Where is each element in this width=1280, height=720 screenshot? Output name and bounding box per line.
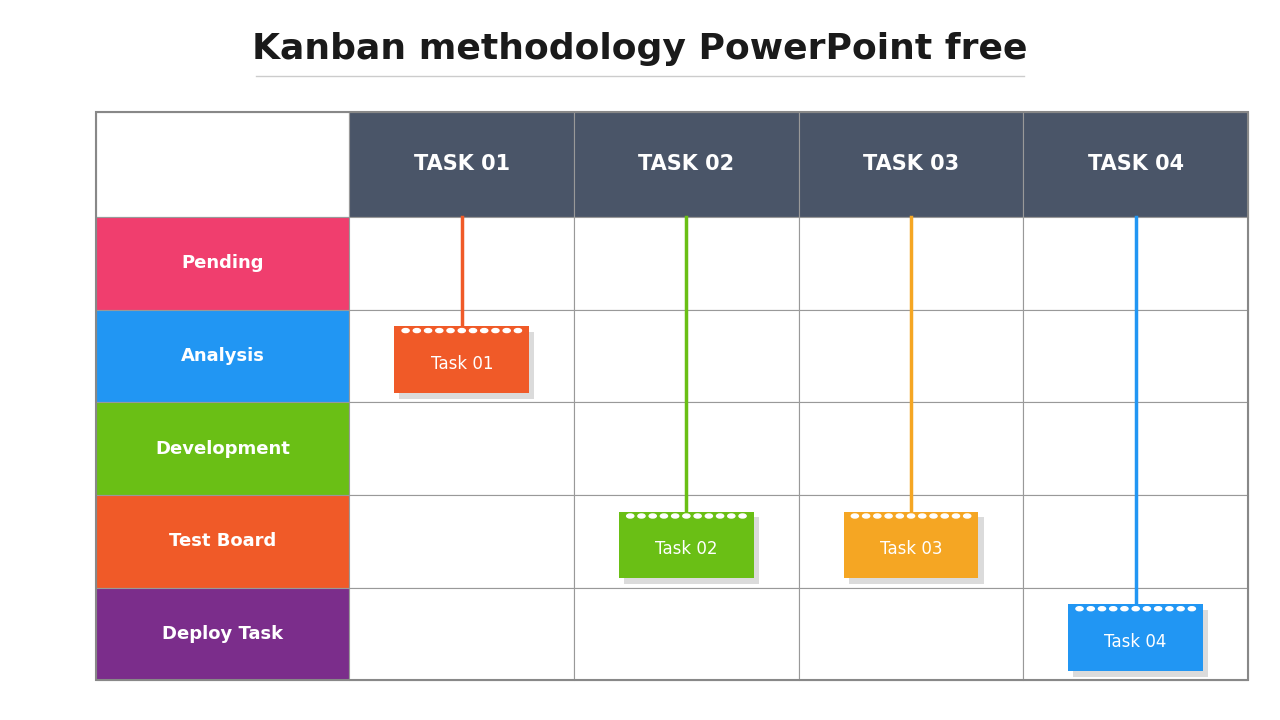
Text: Task 02: Task 02 [655,541,718,559]
Text: TASK 04: TASK 04 [1088,154,1184,174]
Text: Test Board: Test Board [169,532,276,550]
Text: Pending: Pending [182,254,264,272]
Text: Task 04: Task 04 [1105,633,1167,651]
Text: Deploy Task: Deploy Task [163,625,283,643]
Text: TASK 03: TASK 03 [863,154,959,174]
Text: Analysis: Analysis [180,347,265,365]
Text: Task 01: Task 01 [430,355,493,373]
Text: Task 03: Task 03 [879,541,942,559]
Text: TASK 02: TASK 02 [639,154,735,174]
Text: Kanban methodology PowerPoint free: Kanban methodology PowerPoint free [252,32,1028,66]
Text: Development: Development [155,440,291,458]
Text: TASK 01: TASK 01 [413,154,509,174]
